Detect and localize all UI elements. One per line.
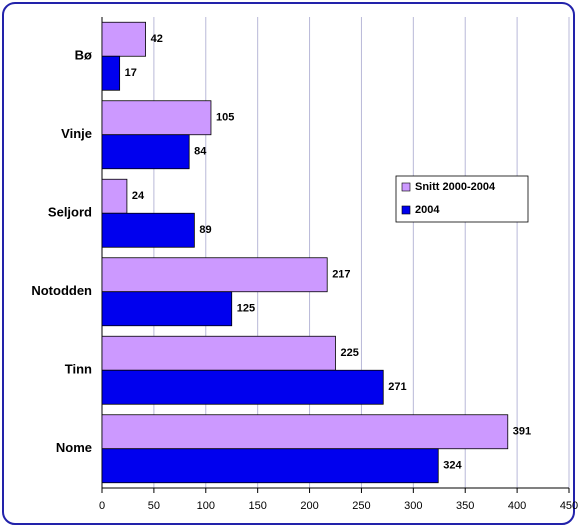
bar [101, 178, 128, 214]
bar [101, 212, 195, 248]
legend-box [395, 175, 529, 223]
x-tick-label: 450 [560, 500, 578, 512]
y-tick-label: Notodden [31, 283, 92, 298]
x-tick-label: 50 [148, 500, 160, 512]
legend-label: Snitt 2000-2004 [415, 181, 496, 193]
y-tick-label: Tinn [65, 362, 92, 377]
data-label: 391 [513, 426, 531, 438]
bar [101, 448, 439, 484]
bar [101, 291, 233, 327]
data-label: 105 [216, 112, 234, 124]
bar [101, 414, 509, 450]
data-label: 271 [388, 381, 406, 393]
data-label: 89 [199, 224, 211, 236]
data-label: 17 [125, 67, 137, 79]
data-label: 84 [194, 146, 207, 158]
x-tick-label: 400 [508, 500, 526, 512]
legend-label: 2004 [415, 204, 440, 216]
bar [101, 257, 328, 293]
bar [101, 55, 121, 91]
bar [101, 369, 384, 405]
data-label: 24 [132, 190, 145, 202]
x-tick-label: 250 [352, 500, 370, 512]
y-tick-label: Vinje [61, 126, 92, 141]
bar [101, 100, 212, 136]
legend-swatch [401, 205, 411, 215]
data-label: 42 [151, 33, 163, 45]
legend-swatch [401, 182, 411, 192]
data-label: 125 [237, 303, 255, 315]
x-tick-label: 300 [404, 500, 422, 512]
x-tick-label: 150 [248, 500, 266, 512]
x-tick-label: 0 [99, 500, 105, 512]
bar [101, 134, 190, 170]
y-tick-label: Seljord [48, 205, 92, 220]
y-tick-label: Bø [75, 48, 92, 63]
data-label: 217 [332, 269, 350, 281]
bar [101, 21, 146, 57]
x-tick-label: 200 [300, 500, 318, 512]
data-label: 225 [341, 347, 359, 359]
y-tick-label: Nome [56, 440, 92, 455]
x-tick-label: 100 [197, 500, 215, 512]
data-label: 324 [443, 460, 462, 472]
bar [101, 335, 336, 371]
x-tick-label: 350 [456, 500, 474, 512]
